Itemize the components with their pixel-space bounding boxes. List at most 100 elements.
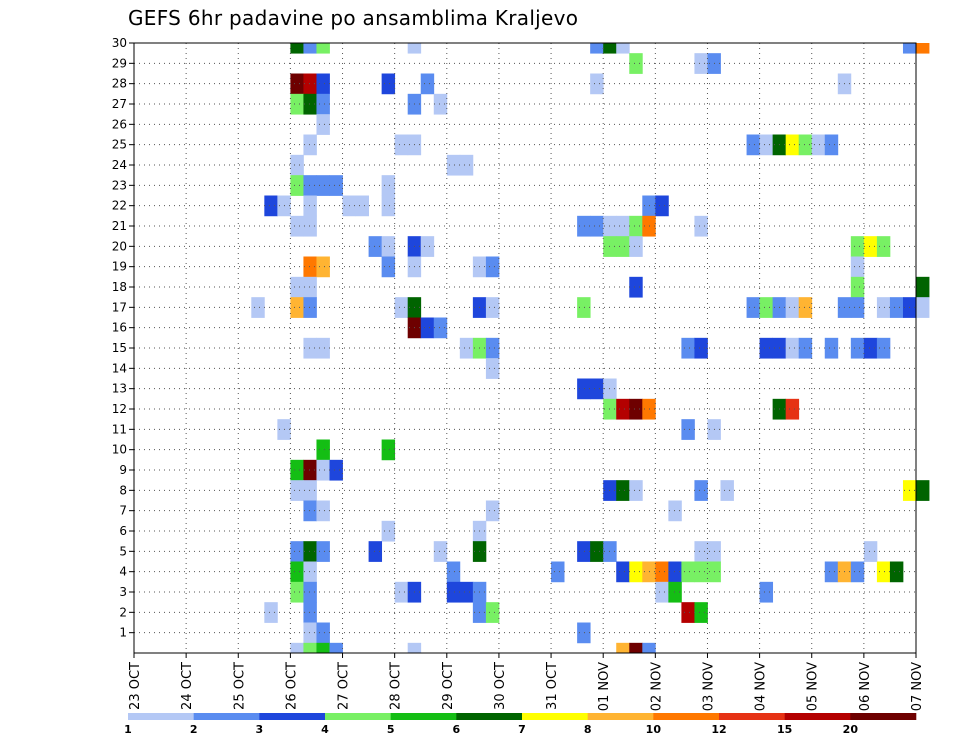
heatmap-cell (290, 561, 304, 583)
legend-label: 5 (387, 723, 395, 736)
heatmap-cell (759, 134, 774, 156)
y-tick-label: 19 (112, 260, 127, 274)
heatmap-cell (290, 43, 304, 54)
heatmap-cell (420, 236, 435, 257)
heatmap-cell (629, 236, 643, 257)
heatmap-cell (616, 236, 630, 257)
y-tick-label: 1 (119, 626, 127, 640)
heatmap-cell (459, 581, 474, 603)
heatmap-cell (759, 337, 774, 359)
heatmap-cell (850, 297, 865, 318)
heatmap-cell (290, 276, 304, 298)
heatmap-cell (629, 53, 643, 74)
heatmap-cell (668, 561, 682, 583)
y-tick-label: 22 (112, 199, 127, 213)
x-tick-label: 04 NOV (754, 662, 769, 711)
y-tick-label: 26 (112, 117, 127, 131)
heatmap-cell (916, 480, 930, 501)
heatmap-cell (876, 337, 891, 359)
legend-swatch (128, 713, 194, 720)
heatmap-cell (485, 602, 500, 623)
legend-label: 4 (321, 723, 329, 736)
heatmap-cell (303, 541, 317, 562)
heatmap-cell (616, 561, 630, 583)
heatmap-cell (824, 134, 839, 156)
legend-swatch (456, 713, 523, 720)
heatmap-cell (590, 378, 604, 400)
y-tick-label: 29 (112, 56, 127, 70)
y-tick-label: 15 (112, 341, 127, 355)
x-tick-label: 03 NOV (701, 662, 716, 711)
heatmap-cell (577, 541, 591, 562)
heatmap-cell (303, 93, 317, 115)
heatmap-cell (785, 337, 800, 359)
x-tick-label: 27 OCT (337, 662, 352, 710)
heatmap-cell (889, 297, 904, 318)
heatmap-cell (485, 500, 500, 522)
x-axis: 23 OCT 24 OCT 25 OCT 26 OCT 27 OCT 28 OCT 29 O… (128, 653, 925, 711)
heatmap-cell (394, 134, 409, 156)
heatmap-cell (798, 134, 813, 156)
legend-swatch (390, 713, 457, 720)
heatmap-cell (746, 297, 760, 318)
x-tick-label: 24 OCT (180, 662, 195, 710)
heatmap-cell (694, 215, 708, 237)
y-tick-label: 17 (112, 300, 127, 314)
heatmap-cell (629, 215, 643, 237)
heatmap-cell (303, 134, 317, 156)
heatmap-cell (316, 114, 330, 135)
heatmap-cell (850, 236, 865, 257)
y-tick-label: 28 (112, 77, 127, 91)
heatmap-cell (902, 43, 917, 54)
y-tick-label: 10 (112, 443, 127, 457)
legend-label: 10 (646, 723, 662, 736)
heatmap-cell (759, 581, 774, 603)
heatmap-cell (407, 642, 422, 654)
heatmap-cell (459, 337, 474, 359)
heatmap-cell (629, 276, 643, 298)
y-tick-label: 3 (119, 585, 127, 599)
heatmap-cell (681, 419, 695, 440)
heatmap-cell (251, 297, 265, 318)
x-tick-label: 06 NOV (858, 662, 873, 711)
legend-swatch (193, 713, 260, 720)
heatmap-cell (616, 43, 630, 54)
heatmap-cell (446, 561, 461, 583)
heatmap-cell (616, 215, 630, 237)
heatmap-cell (485, 297, 500, 318)
heatmap-cell (616, 480, 630, 501)
y-axis: 1234567891011121314151617181920212223242… (112, 36, 134, 640)
heatmap-cell (329, 459, 343, 481)
heatmap-cell (655, 561, 669, 583)
x-tick-label: 02 NOV (649, 662, 664, 711)
heatmap-cell (863, 337, 878, 359)
heatmap-cell (381, 73, 396, 95)
y-tick-label: 6 (119, 524, 127, 538)
x-tick-label: 05 NOV (806, 662, 821, 711)
heatmap-cell (316, 175, 330, 196)
y-tick-label: 14 (112, 361, 127, 375)
heatmap-cell (329, 175, 343, 196)
legend-swatch (587, 713, 654, 720)
heatmap-cell (316, 43, 330, 54)
legend-label: 7 (518, 723, 526, 736)
heatmap-cell (316, 459, 330, 481)
y-tick-label: 21 (112, 219, 127, 233)
heatmap-cell (590, 73, 604, 95)
y-tick-label: 7 (119, 504, 127, 518)
heatmap-cell (381, 256, 396, 278)
heatmap-cell (916, 276, 930, 298)
heatmap-cell (316, 642, 330, 654)
legend-label: 6 (453, 723, 461, 736)
heatmap-cell (863, 541, 878, 562)
heatmap-cell (668, 581, 682, 603)
heatmap-cell (303, 297, 317, 318)
heatmap-cell (381, 439, 396, 461)
heatmap-cell (485, 256, 500, 278)
heatmap-cell (303, 561, 317, 583)
heatmap-cell (916, 297, 930, 318)
heatmap-cell (785, 297, 800, 318)
heatmap-cell (381, 236, 396, 257)
heatmap-cell (329, 642, 343, 654)
y-tick-label: 16 (112, 321, 127, 335)
